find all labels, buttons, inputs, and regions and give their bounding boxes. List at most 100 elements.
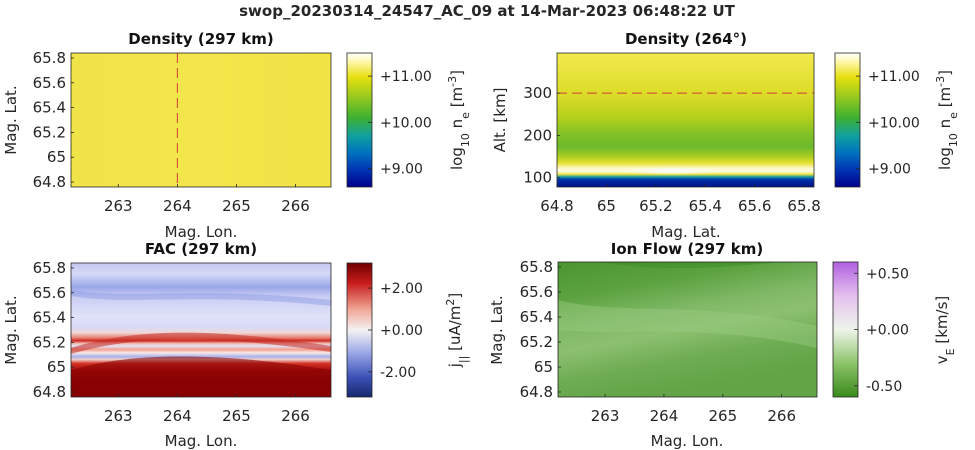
- colorbar-tick-label: +9.00: [380, 162, 423, 178]
- y-tick-label: 65.8: [520, 258, 553, 276]
- panel1-ylabel: Mag. Lat.: [2, 85, 20, 154]
- panel1-xlabel: Mag. Lon.: [165, 223, 238, 241]
- panel1-frame: [70, 52, 332, 188]
- panel2-ylabel: Alt. [km]: [491, 88, 509, 153]
- panel1-colorbar-ticks: +9.00 +10.00 +11.00: [368, 69, 432, 178]
- colorbar-tick-label: +0.00: [380, 323, 423, 339]
- x-tick-label: 263: [591, 407, 620, 425]
- panel3-strong-positive-region: [71, 356, 331, 397]
- panel2-y-ticks: 100 200 300: [523, 84, 560, 187]
- panel3-y-ticks: 64.8 65 65.2 65.4 65.6 65.8: [33, 259, 74, 401]
- colorbar-tick-label: +11.00: [380, 69, 432, 85]
- x-tick-label: 65.4: [689, 197, 722, 215]
- panel4-colorbar: [832, 261, 859, 398]
- x-tick-label: 65.2: [639, 197, 672, 215]
- x-tick-label: 265: [222, 407, 251, 425]
- panel3-frame: [70, 262, 332, 398]
- panel4-strong-flow-patch: [600, 262, 780, 269]
- y-tick-label: 300: [523, 84, 552, 102]
- y-tick-label: 65.4: [520, 308, 553, 326]
- x-tick-label: 265: [222, 197, 251, 215]
- colorbar-tick-label: +0.50: [866, 266, 909, 282]
- panel1-colorbar: [346, 52, 373, 188]
- colorbar-tick-label: -0.50: [866, 379, 902, 395]
- panel-ion-flow-297km: Ion Flow (297 km) 263 264 265 266 64.8 65 65.…: [488, 240, 957, 450]
- panel1-y-ticks: 64.8 65 65.2 65.4 65.6 65.8: [33, 49, 74, 191]
- y-tick-label: 65.6: [33, 74, 66, 92]
- x-tick-label: 266: [281, 197, 310, 215]
- panel3-title: FAC (297 km): [145, 240, 257, 258]
- panel2-heatmap: [557, 53, 814, 187]
- panel2-peak-hotspot: [620, 167, 724, 175]
- y-tick-label: 200: [523, 126, 552, 144]
- y-tick-label: 64.8: [33, 173, 66, 191]
- x-tick-label: 266: [281, 407, 310, 425]
- y-tick-label: 65.6: [33, 284, 66, 302]
- panel4-colorbar-label: vE [km/s]: [933, 296, 957, 364]
- panel3-colorbar: [346, 262, 373, 398]
- y-tick-label: 64.8: [520, 383, 553, 401]
- figure-suptitle: swop_20230314_24547_AC_09 at 14-Mar-2023…: [239, 2, 736, 20]
- y-tick-label: 65.8: [33, 259, 66, 277]
- y-tick-label: 65.2: [33, 123, 66, 141]
- colorbar-tick-label: +0.00: [866, 323, 909, 339]
- y-tick-label: 65.2: [33, 333, 66, 351]
- x-tick-label: 265: [708, 407, 737, 425]
- x-tick-label: 264: [163, 197, 192, 215]
- x-tick-label: 65: [597, 197, 616, 215]
- panel4-frame: [557, 261, 818, 398]
- panel4-weak-flow-band: [558, 300, 817, 348]
- panel4-x-ticks: 263 264 265 266: [591, 394, 796, 425]
- panel3-xlabel: Mag. Lon.: [165, 432, 238, 450]
- y-tick-label: 65.2: [520, 333, 553, 351]
- panel3-ylabel: Mag. Lat.: [2, 295, 20, 364]
- panel2-colorbar: [834, 52, 861, 188]
- panel1-title: Density (297 km): [128, 30, 273, 48]
- x-tick-label: 64.8: [540, 197, 573, 215]
- colorbar-tick-label: -2.00: [380, 365, 416, 381]
- x-tick-label: 263: [104, 407, 133, 425]
- panel3-x-ticks: 263 264 265 266: [104, 394, 310, 425]
- panel2-title: Density (264°): [625, 30, 747, 48]
- y-tick-label: 65: [47, 358, 66, 376]
- panel4-xlabel: Mag. Lon.: [651, 432, 724, 450]
- panel4-y-ticks: 64.8 65 65.2 65.4 65.6 65.8: [520, 258, 561, 401]
- panel2-x-ticks: 64.8 65 65.2 65.4 65.6 65.8: [540, 184, 821, 215]
- panel2-colorbar-ticks: +9.00 +10.00 +11.00: [856, 69, 920, 178]
- y-tick-label: 64.8: [33, 383, 66, 401]
- x-tick-label: 264: [650, 407, 679, 425]
- colorbar-tick-label: +2.00: [380, 281, 423, 297]
- panel4-heatmap: [558, 262, 817, 397]
- panel4-ylabel: Mag. Lat.: [488, 295, 506, 364]
- colorbar-tick-label: +11.00: [868, 69, 920, 85]
- panel3-colorbar-ticks: -2.00 +0.00 +2.00: [368, 281, 423, 381]
- y-tick-label: 65: [47, 148, 66, 166]
- panel-fac-297km: FAC (297 km) 263 264 265 266 64.8 65 65.2 65.4…: [2, 240, 470, 450]
- y-tick-label: 65.8: [33, 49, 66, 67]
- panel3-negative-arc-band: [71, 290, 331, 306]
- panel1-x-ticks: 263 264 265 266: [104, 184, 310, 215]
- x-tick-label: 264: [163, 407, 192, 425]
- y-tick-label: 65.4: [33, 99, 66, 117]
- panel2-xlabel: Mag. Lat.: [651, 223, 720, 241]
- panel2-frame: [556, 52, 815, 188]
- panel-density-297km: Density (297 km) 263 264 265 266 64.8 65 65.2…: [2, 30, 472, 241]
- panel3-colorbar-label: j|| [uA/m2]: [444, 293, 470, 369]
- y-tick-label: 65.4: [33, 309, 66, 327]
- panel-density-264deg: Density (264°) 64.8 65 65.2 65.4 65.6 65.8 10…: [491, 30, 960, 241]
- panel4-title: Ion Flow (297 km): [611, 240, 763, 258]
- panel4-colorbar-ticks: -0.50 +0.00 +0.50: [854, 266, 909, 395]
- x-tick-label: 65.8: [787, 197, 820, 215]
- y-tick-label: 100: [523, 169, 552, 187]
- colorbar-tick-label: +10.00: [868, 115, 920, 131]
- y-tick-label: 65.6: [520, 283, 553, 301]
- panel3-positive-arc-band: [71, 332, 331, 354]
- panel1-heatmap: [71, 53, 331, 187]
- panel1-colorbar-label: log10 ne [m-3]: [446, 70, 472, 170]
- x-tick-label: 263: [104, 197, 133, 215]
- x-tick-label: 65.6: [738, 197, 771, 215]
- colorbar-tick-label: +10.00: [380, 115, 432, 131]
- x-tick-label: 266: [767, 407, 796, 425]
- panel2-colorbar-label: log10 ne [m-3]: [934, 70, 960, 170]
